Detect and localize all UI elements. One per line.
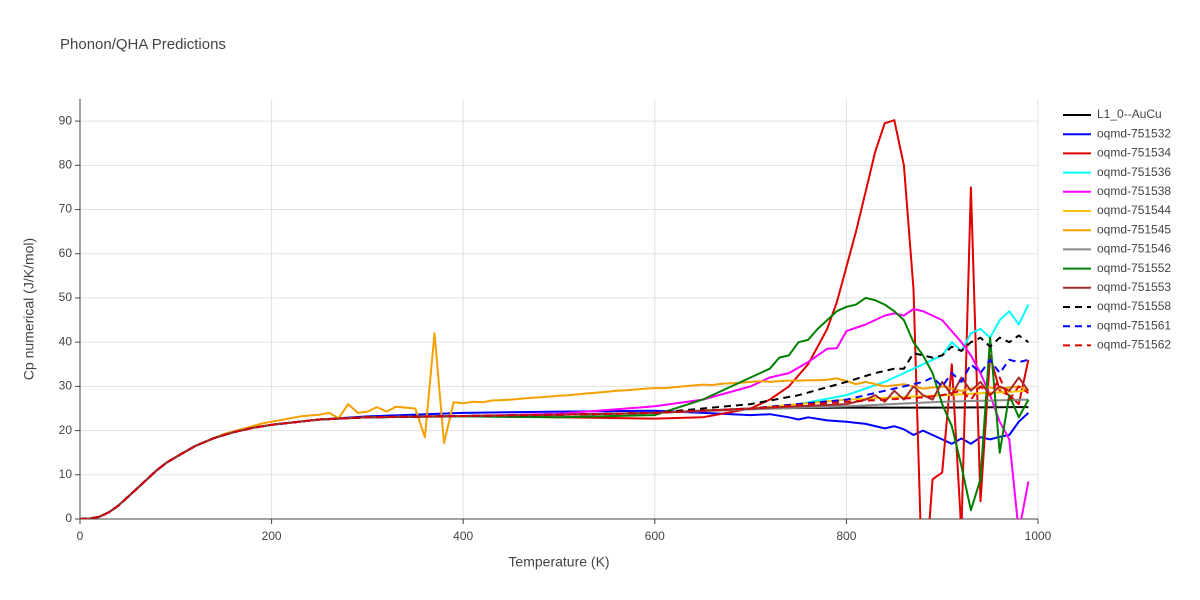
y-axis-title: Cp numerical (J/K/mol)	[21, 238, 37, 380]
legend-label: oqmd-751544	[1097, 203, 1171, 217]
legend-label: oqmd-751532	[1097, 126, 1171, 140]
legend-label: oqmd-751552	[1097, 261, 1171, 275]
series-line	[80, 358, 1029, 519]
y-tick-label: 0	[65, 511, 72, 525]
series-line	[80, 119, 1030, 519]
y-tick-label: 40	[59, 334, 73, 348]
legend-label: oqmd-751561	[1097, 318, 1171, 332]
legend-label: oqmd-751536	[1097, 165, 1171, 179]
legend-label: oqmd-751562	[1097, 338, 1171, 352]
series-line	[80, 389, 1029, 519]
plot-area	[80, 119, 1030, 519]
y-tick-label: 20	[59, 423, 73, 437]
y-tick-label: 60	[59, 246, 73, 260]
legend-label: oqmd-751558	[1097, 299, 1171, 313]
y-tick-label: 10	[59, 467, 73, 481]
x-tick-label: 200	[262, 529, 282, 543]
x-tick-label: 1000	[1025, 529, 1052, 543]
legend-label: L1_0--AuCu	[1097, 107, 1162, 121]
y-tick-label: 50	[59, 290, 73, 304]
x-axis-title: Temperature (K)	[508, 554, 609, 570]
legend-label: oqmd-751538	[1097, 184, 1171, 198]
x-tick-label: 400	[453, 529, 473, 543]
y-tick-label: 80	[59, 157, 73, 171]
chart-title: Phonon/QHA Predictions	[60, 36, 226, 53]
legend-label: oqmd-751546	[1097, 242, 1171, 256]
x-tick-label: 0	[77, 529, 84, 543]
legend-label: oqmd-751553	[1097, 280, 1171, 294]
series-line	[80, 406, 1029, 519]
legend-label: oqmd-751545	[1097, 222, 1171, 236]
x-tick-label: 800	[836, 529, 856, 543]
series-line	[80, 376, 1029, 519]
x-tick-label: 600	[645, 529, 665, 543]
y-tick-label: 70	[59, 202, 73, 216]
series-line	[80, 409, 1030, 519]
y-tick-label: 30	[59, 379, 73, 393]
series-line	[80, 332, 1029, 519]
y-tick-label: 90	[59, 113, 73, 127]
legend-label: oqmd-751534	[1097, 146, 1171, 160]
